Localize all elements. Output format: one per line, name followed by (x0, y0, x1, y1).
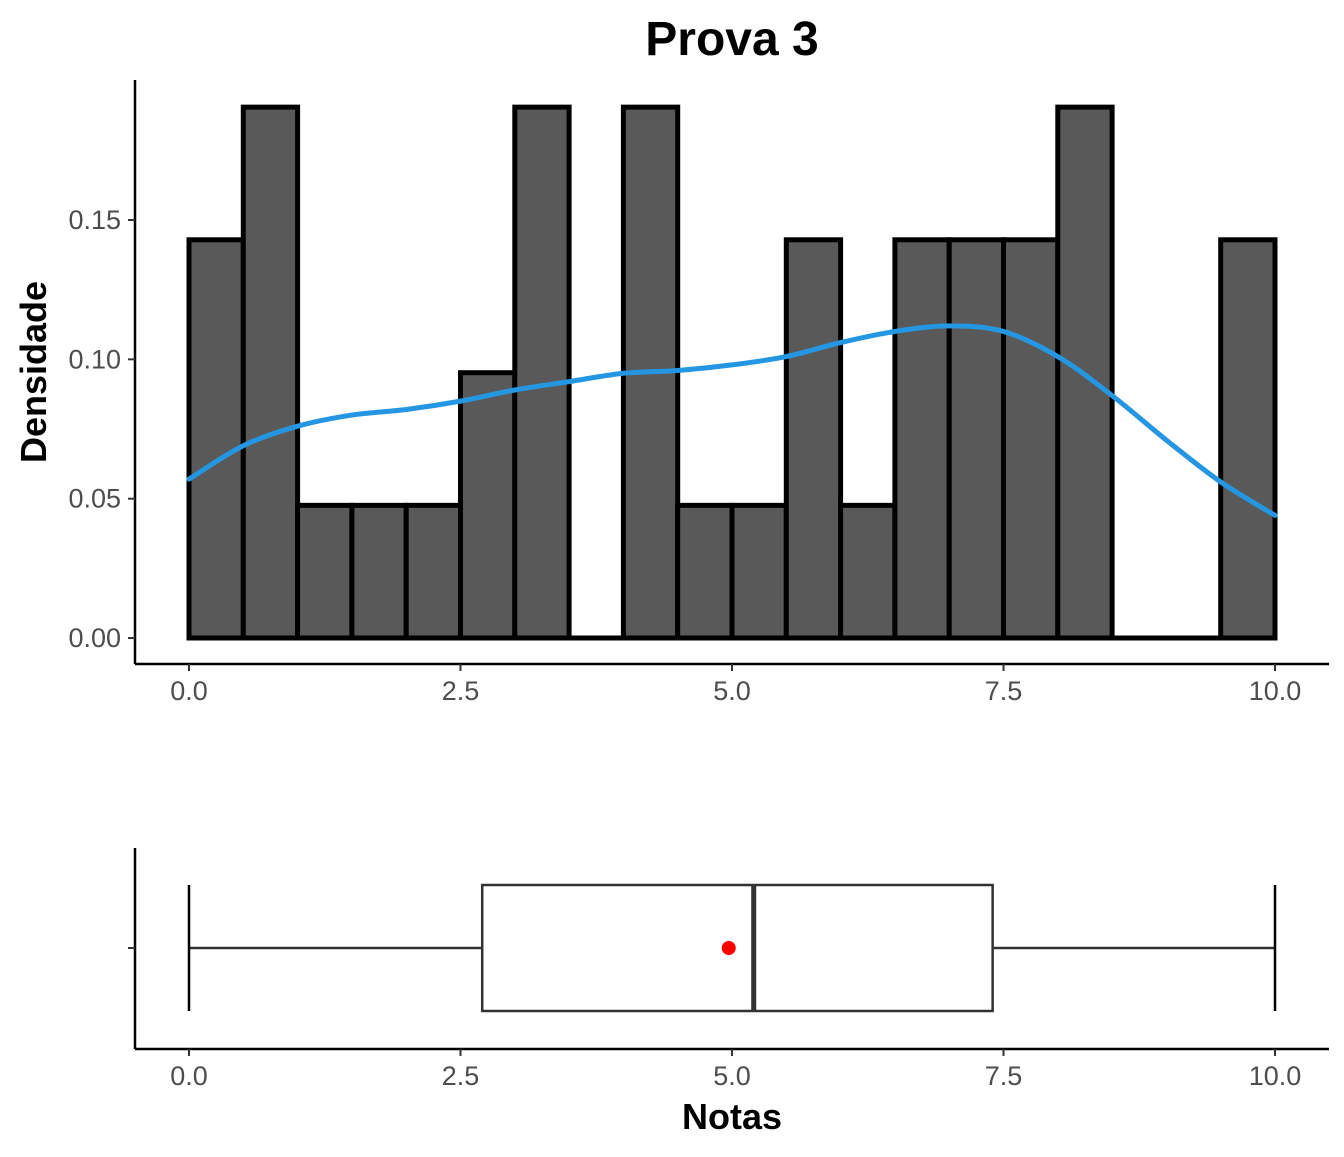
x-tick-label: 5.0 (713, 676, 751, 706)
histogram-bar (895, 240, 949, 638)
y-axis-title: Densidade (13, 281, 54, 463)
histogram-bar (352, 505, 406, 638)
boxplot-x-ticks: 0.0 2.5 5.0 7.5 10.0 (170, 1049, 1301, 1091)
histogram-bar (678, 505, 732, 638)
x-axis-title: Notas (682, 1096, 782, 1137)
histogram-bar (732, 505, 786, 638)
x-tick-label: 10.0 (1249, 676, 1302, 706)
histogram-bar (786, 240, 840, 638)
x-tick-label: 7.5 (985, 676, 1023, 706)
y-tick-label: 0.05 (68, 484, 121, 514)
y-tick-label: 0.15 (68, 205, 121, 235)
histogram-bar (406, 505, 460, 638)
histogram-bar (949, 240, 1003, 638)
histogram-bar (189, 240, 243, 638)
histogram-bar (515, 107, 569, 638)
y-tick-label: 0.10 (68, 344, 121, 374)
x-tick-label: 5.0 (713, 1061, 751, 1091)
histogram-bars (189, 107, 1275, 638)
histogram-bar (461, 373, 515, 638)
histogram-x-ticks: 0.0 2.5 5.0 7.5 10.0 (170, 664, 1301, 706)
histogram-bar (841, 505, 895, 638)
x-tick-label: 7.5 (985, 1061, 1023, 1091)
x-tick-label: 0.0 (170, 1061, 208, 1091)
histogram-bar (1221, 240, 1275, 638)
chart-title: Prova 3 (645, 13, 818, 66)
x-tick-label: 10.0 (1249, 1061, 1302, 1091)
x-tick-label: 0.0 (170, 676, 208, 706)
histogram-y-ticks: 0.00 0.05 0.10 0.15 (68, 205, 135, 653)
y-tick-label: 0.00 (68, 623, 121, 653)
histogram-bar (1004, 240, 1058, 638)
histogram-bar (243, 107, 297, 638)
interquartile-box (482, 885, 992, 1011)
boxplot (189, 885, 1275, 1011)
x-tick-label: 2.5 (442, 676, 480, 706)
histogram-bar (298, 505, 352, 638)
mean-point (722, 941, 736, 955)
x-tick-label: 2.5 (442, 1061, 480, 1091)
